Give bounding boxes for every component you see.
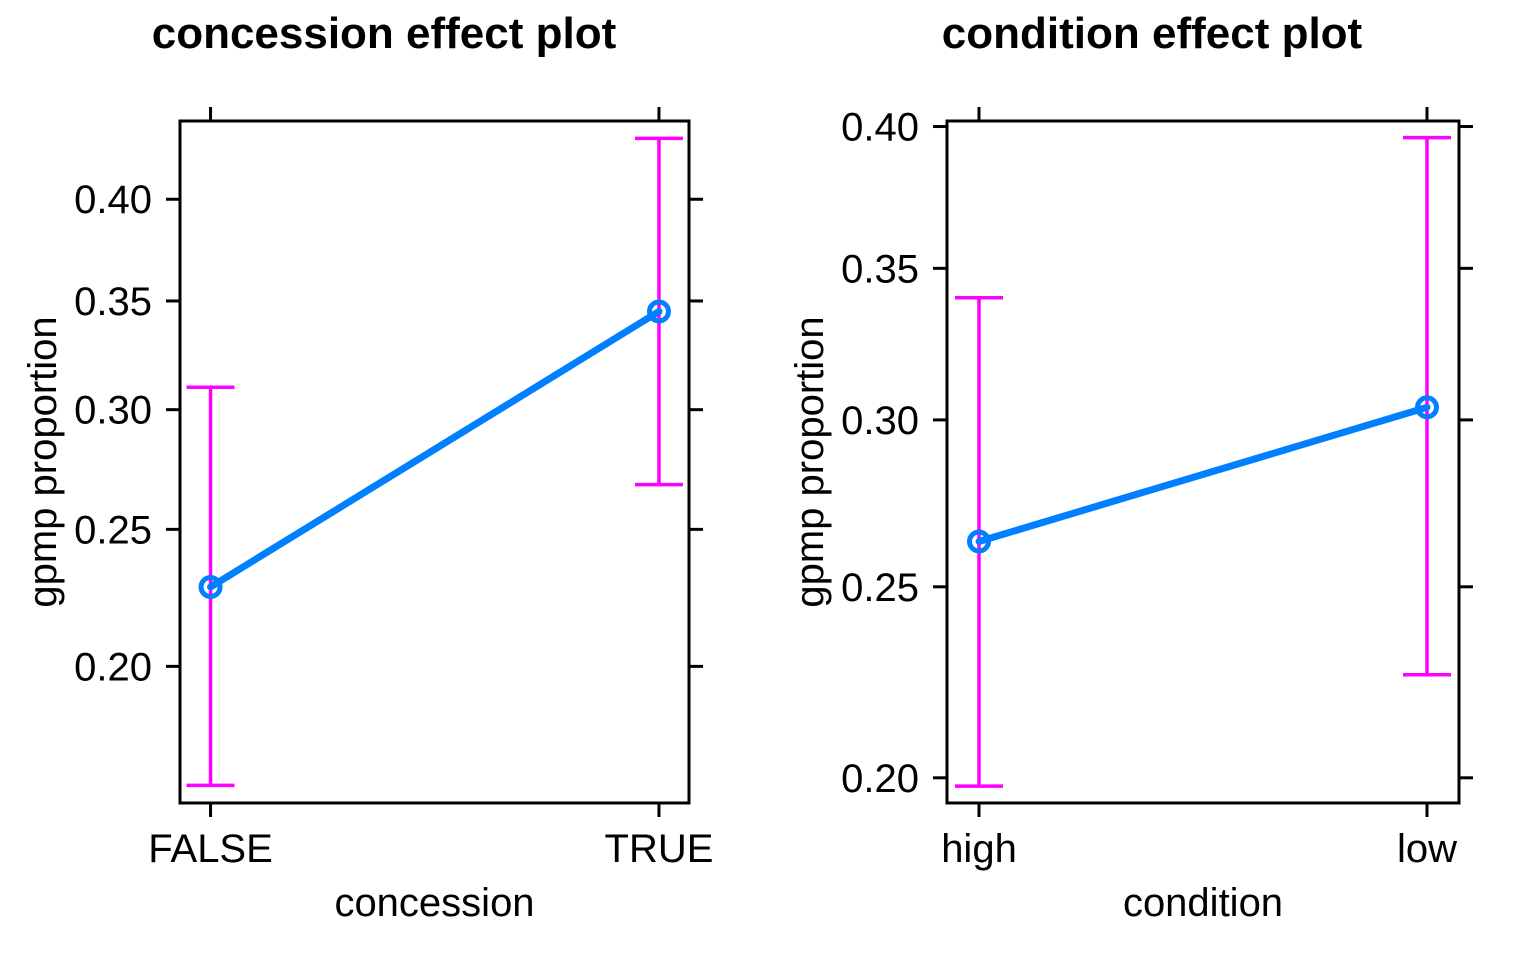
panel-condition-effect-plot: 0.20 0.25 0.30 0.35 0.40 high low condition eff… bbox=[788, 9, 1473, 925]
chart-title: concession effect plot bbox=[152, 9, 617, 58]
chart-title: condition effect plot bbox=[942, 9, 1363, 58]
y-axis-ticks: 0.20 0.25 0.30 0.35 0.40 bbox=[841, 106, 1473, 801]
x-category-label: TRUE bbox=[605, 827, 714, 871]
y-tick-label: 0.25 bbox=[74, 508, 152, 552]
y-axis-title: gpmp proportion bbox=[788, 316, 832, 607]
y-axis-ticks: 0.20 0.25 0.30 0.35 0.40 bbox=[74, 178, 703, 689]
y-tick-label: 0.35 bbox=[74, 280, 152, 324]
point-marker bbox=[646, 299, 671, 324]
y-tick-label: 0.40 bbox=[74, 178, 152, 222]
x-axis-title: condition bbox=[1123, 881, 1283, 925]
plot-box bbox=[178, 119, 691, 805]
x-category-label: high bbox=[941, 827, 1017, 871]
x-category-label: low bbox=[1397, 827, 1457, 871]
y-tick-label: 0.25 bbox=[841, 566, 919, 610]
y-tick-label: 0.30 bbox=[74, 389, 152, 433]
confidence-bars bbox=[955, 135, 1451, 788]
x-category-label: FALSE bbox=[148, 827, 273, 871]
y-axis-title: gpmp proportion bbox=[21, 316, 65, 607]
point-marker bbox=[198, 574, 223, 599]
x-axis-ticks: FALSE TRUE bbox=[148, 107, 713, 871]
confidence-bars bbox=[186, 136, 683, 788]
plot-box bbox=[945, 119, 1461, 805]
x-axis-ticks: high low bbox=[941, 107, 1457, 871]
fitted-line bbox=[975, 403, 1431, 546]
y-tick-label: 0.20 bbox=[841, 757, 919, 801]
point-marker bbox=[967, 529, 991, 554]
y-tick-label: 0.35 bbox=[841, 247, 919, 291]
y-tick-label: 0.20 bbox=[74, 645, 152, 689]
y-tick-label: 0.30 bbox=[841, 399, 919, 443]
fitted-line bbox=[207, 307, 663, 591]
x-axis-title: concession bbox=[334, 881, 534, 925]
point-marker bbox=[1415, 395, 1439, 420]
panel-concession-effect-plot: 0.20 0.25 0.30 0.35 0.40 FALSE TRUE concession … bbox=[21, 9, 713, 925]
y-tick-label: 0.40 bbox=[841, 106, 919, 150]
